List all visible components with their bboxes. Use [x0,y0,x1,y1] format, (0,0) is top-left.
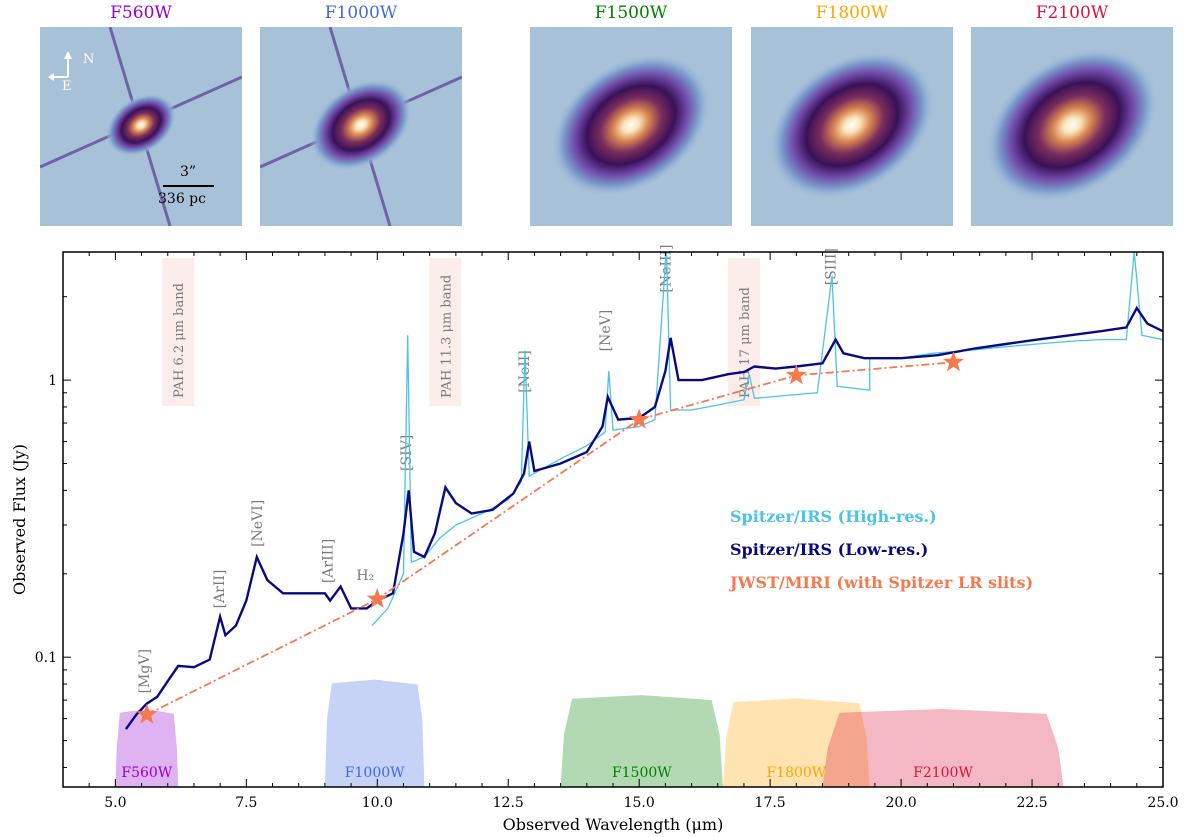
line-label-h2: H₂ [356,568,374,584]
line-label-6: [NeV] [598,310,614,352]
line-label-3: [ArIII] [321,539,337,583]
x-tick-label-8: 25.0 [1147,795,1178,811]
filter-band-f1500w [560,695,723,787]
image-panel-f1500w [530,27,732,226]
series-line-high-res [371,252,1163,627]
filter-band-label-f2100w: F2100W [913,765,973,781]
jwst-point-0 [136,703,158,724]
filter-band-label-f1500w: F1500W [612,765,672,781]
legend-entry-2: JWST/MIRI (with Spitzer LR slits) [728,573,1033,592]
image-panel-f1000w [260,27,462,226]
scalebar-physical-label: 336 pc [158,191,206,207]
jwst-point-3 [785,364,807,385]
x-tick-label-4: 15.0 [624,795,655,811]
jwst-point-1 [366,588,388,608]
scalebar-angular-label: 3” [180,164,197,180]
image-panel-f1800w [751,27,953,226]
pah-band-0 [162,258,195,406]
jwst-point-4 [943,351,964,372]
line-label-2: [NeVI] [250,500,266,547]
filter-band-f2100w [822,709,1064,787]
x-tick-label-2: 10.0 [362,795,393,811]
x-tick-label-0: 5.0 [104,795,126,811]
x-tick-label-7: 22.5 [1016,795,1047,811]
legend-entry-0: Spitzer/IRS (High-res.) [730,507,937,526]
filter-band-label-f1800w: F1800W [766,765,826,781]
line-label-1: [ArII] [212,570,228,609]
image-panel-f2100w [971,27,1173,226]
line-label-4: [SIV] [399,435,415,471]
line-label-8: [SIII] [823,248,839,285]
pah-band-1 [429,258,462,406]
panel-title-f2100w: F2100W [1035,3,1109,23]
y-tick-label-0: 0.1 [35,650,57,666]
x-tick-label-1: 7.5 [235,795,257,811]
compass-north-label: N [83,52,95,67]
filter-band-f1800w [723,698,870,787]
filter-band-label-f1000w: F1000W [345,765,405,781]
series-line-low-res [124,305,1163,730]
compass-east-label: E [62,79,72,94]
pah-band-label-0: PAH 6.2 μm band [172,283,187,398]
panel-title-f1800w: F1800W [815,3,889,23]
y-axis-label: Observed Flux (Jy) [10,444,29,595]
series-line-jwst [146,361,954,716]
filter-band-f1000w [324,679,425,787]
panel-title-f560w: F560W [110,3,172,23]
filter-band-f560w [115,709,179,787]
pah-band-label-1: PAH 11.3 μm band [439,275,454,398]
image-panel-f560w: N E 3” 336 pc [40,27,242,226]
legend-entry-1: Spitzer/IRS (Low-res.) [730,540,928,559]
x-axis-label: Observed Wavelength (μm) [503,815,724,834]
panel-title-f1500w: F1500W [594,3,668,23]
jwst-point-2 [628,408,650,429]
panel-title-f1000w: F1000W [324,3,398,23]
y-tick-label-1: 1 [48,373,57,389]
x-tick-label-3: 12.5 [493,795,524,811]
pah-band-2 [727,258,760,406]
x-tick-label-5: 17.5 [755,795,786,811]
x-tick-label-6: 20.0 [886,795,917,811]
filter-band-label-f560w: F560W [121,765,172,781]
line-label-0: [MgV] [137,649,153,693]
